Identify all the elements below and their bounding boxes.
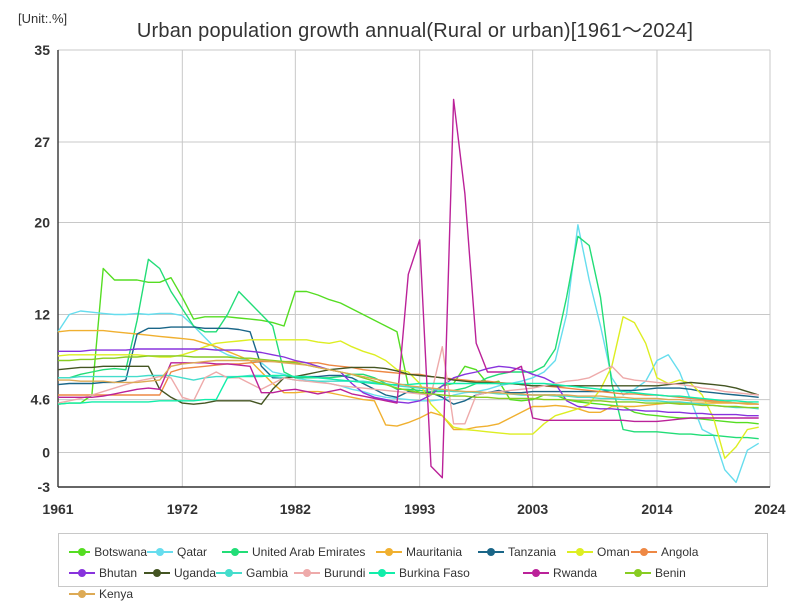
legend-label: Benin bbox=[655, 565, 686, 580]
legend-swatch-icon bbox=[369, 567, 396, 579]
legend-swatch-icon bbox=[523, 567, 550, 579]
legend-swatch-icon bbox=[216, 567, 243, 579]
series-line-rwanda bbox=[58, 98, 759, 479]
legend-item-uganda[interactable]: Uganda bbox=[144, 562, 216, 583]
x-tick-label: 1961 bbox=[42, 501, 73, 517]
legend-label: United Arab Emirates bbox=[252, 544, 366, 559]
chart-legend: Botswana Qatar United Arab Emirates Maurita… bbox=[58, 533, 768, 601]
legend-item-burkina-faso[interactable]: Burkina Faso bbox=[369, 562, 523, 583]
x-tick-label: 2024 bbox=[754, 501, 785, 517]
tick-labels: -3 0 4.6 12 20 27 35 1961 1972 1982 1993 2003 2014 20… bbox=[31, 42, 786, 517]
x-tick-label: 2014 bbox=[641, 501, 672, 517]
legend-item-angola[interactable]: Angola bbox=[631, 541, 706, 562]
legend-label: Tanzania bbox=[508, 544, 557, 559]
legend-label: Botswana bbox=[94, 544, 147, 559]
legend-label: Rwanda bbox=[553, 565, 598, 580]
legend-label: Qatar bbox=[177, 544, 208, 559]
legend-swatch-icon bbox=[69, 588, 95, 600]
series-line-united-arab-emirates bbox=[58, 235, 759, 440]
axes bbox=[57, 50, 770, 488]
x-tick-label: 1993 bbox=[404, 501, 435, 517]
x-tick-label: 1972 bbox=[167, 501, 198, 517]
legend-item-oman[interactable]: Oman bbox=[567, 541, 631, 562]
legend-label: Burkina Faso bbox=[399, 565, 470, 580]
y-tick-label: 20 bbox=[34, 215, 50, 231]
legend-swatch-icon bbox=[294, 567, 321, 579]
chart-title: Urban population growth annual(Rural or … bbox=[136, 20, 694, 42]
legend-label: Gambia bbox=[246, 565, 289, 580]
legend-label: Burundi bbox=[324, 565, 366, 580]
y-tick-label: 27 bbox=[34, 134, 50, 150]
legend-item-burundi[interactable]: Burundi bbox=[294, 562, 369, 583]
legend-item-botswana[interactable]: Botswana bbox=[69, 541, 147, 562]
legend-swatch-icon bbox=[376, 546, 402, 558]
series-line-burundi bbox=[57, 346, 759, 425]
legend-swatch-icon bbox=[69, 546, 91, 558]
series-line-burkina-faso bbox=[57, 374, 759, 405]
series-line-tanzania bbox=[57, 326, 759, 405]
legend-item-bhutan[interactable]: Bhutan bbox=[69, 562, 144, 583]
legend-item-rwanda[interactable]: Rwanda bbox=[523, 562, 625, 583]
series-lines bbox=[57, 98, 760, 484]
legend-swatch-icon bbox=[625, 567, 652, 579]
series-line-gambia bbox=[58, 374, 759, 410]
legend-item-tanzania[interactable]: Tanzania bbox=[478, 541, 567, 562]
x-tick-label: 2003 bbox=[517, 501, 548, 517]
legend-swatch-icon bbox=[478, 546, 504, 558]
x-tick-label: 1982 bbox=[280, 501, 311, 517]
series-line-benin bbox=[58, 355, 759, 409]
legend-swatch-icon bbox=[147, 546, 173, 558]
y-tick-label: 0 bbox=[42, 445, 50, 461]
legend-label: Uganda bbox=[174, 565, 217, 580]
series-line-mauritania bbox=[57, 329, 759, 431]
legend-item-mauritania[interactable]: Mauritania bbox=[376, 541, 478, 562]
legend-swatch-icon bbox=[69, 567, 95, 579]
series-line-bhutan bbox=[58, 348, 759, 417]
series-line-qatar bbox=[57, 224, 760, 484]
legend-item-gambia[interactable]: Gambia bbox=[216, 562, 294, 583]
y-tick-label: -3 bbox=[38, 479, 51, 495]
legend-label: Bhutan bbox=[99, 565, 138, 580]
legend-swatch-icon bbox=[222, 546, 248, 558]
legend-item-qatar[interactable]: Qatar bbox=[147, 541, 222, 562]
legend-swatch-icon bbox=[144, 567, 170, 579]
legend-label: Kenya bbox=[98, 586, 133, 601]
legend-label: Angola bbox=[661, 544, 699, 559]
y-tick-label: 12 bbox=[34, 307, 50, 323]
legend-item-benin[interactable]: Benin bbox=[625, 562, 714, 583]
y-tick-label: 4.6 bbox=[31, 392, 51, 408]
unit-label: [Unit:.%] bbox=[18, 11, 68, 26]
legend-item-kenya[interactable]: Kenya bbox=[69, 583, 133, 604]
series-line-kenya bbox=[58, 359, 759, 405]
legend-label: Oman bbox=[597, 544, 630, 559]
legend-swatch-icon bbox=[567, 546, 593, 558]
legend-item-united-arab-emirates[interactable]: United Arab Emirates bbox=[222, 541, 376, 562]
y-tick-label: 35 bbox=[34, 42, 50, 58]
legend-label: Mauritania bbox=[406, 544, 463, 559]
series-line-uganda bbox=[57, 365, 759, 405]
legend-swatch-icon bbox=[631, 546, 657, 558]
